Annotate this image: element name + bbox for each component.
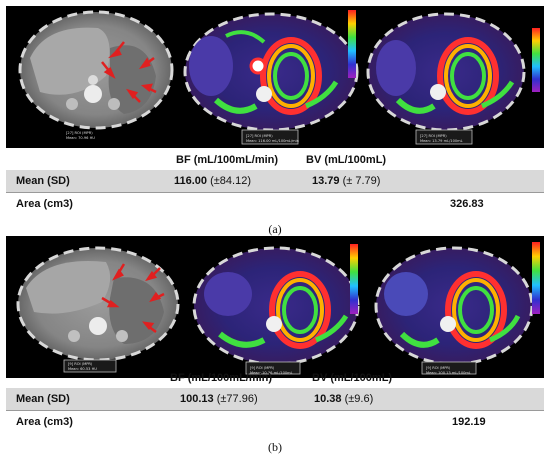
scan-strip: [27] ROI (MPR) Mean: 70.96 HU [27] ROI (MP…	[6, 6, 544, 148]
bf-header: BF (mL/100mL/min)	[176, 154, 279, 166]
roi-label: [9] ROI (MPR)	[68, 362, 93, 366]
roi-label: [27] ROI (MPR)	[246, 134, 273, 138]
caption-b: (b)	[268, 440, 282, 454]
scan-strip: [9] ROI (MPR) Mean: 60.53 HU [9] ROI (MPR)…	[6, 236, 544, 378]
roi-label: [9] ROI (MPR)	[250, 366, 275, 370]
roi-value: Mean: 10.36 mL/100mL	[250, 371, 293, 375]
bv-header: BV (mL/100mL)	[312, 372, 393, 384]
mean-row: Mean (SD) 116.00 (±84.12) 13.79 (± 7.79)	[6, 170, 544, 192]
bf-mean-value: 116.00 (±84.12)	[174, 175, 251, 187]
mean-label: Mean (SD)	[16, 393, 70, 405]
color-scale-bar	[348, 10, 356, 78]
color-scale-bar	[532, 242, 540, 314]
roi-value: Mean: 70.96 HU	[66, 136, 95, 140]
area-label: Area (cm3)	[16, 416, 73, 428]
ct-slice-image	[18, 10, 174, 130]
roi-value: Mean: 100.13 mL/100mL	[426, 371, 471, 375]
mean-row: Mean (SD) 100.13 (±77.96) 10.38 (±9.6)	[6, 388, 544, 410]
color-scale-bar	[532, 28, 540, 92]
table-rule	[6, 410, 544, 411]
bf-header: BF (mL/100mL/min)	[170, 372, 273, 384]
ct-slice-image	[16, 246, 180, 373]
arrow-markers	[101, 263, 165, 333]
bf-mean-value: 100.13 (±77.96)	[180, 393, 258, 405]
bv-mean-value: 13.79 (± 7.79)	[312, 175, 381, 187]
color-scale-bar	[350, 244, 358, 314]
area-row: Area (cm3) 192.19	[6, 411, 544, 433]
roi-label: [9] ROI (MPR)	[426, 366, 451, 370]
area-row: Area (cm3) 326.83	[6, 193, 544, 215]
bf-map-image	[192, 244, 360, 375]
arrow-markers	[101, 41, 157, 103]
bv-map-image	[366, 12, 540, 145]
mean-label: Mean (SD)	[16, 175, 70, 187]
bv-header: BV (mL/100mL)	[306, 154, 387, 166]
roi-value: Mean: 60.53 HU	[68, 367, 97, 371]
perfusion-scan-images: [9] ROI (MPR)Mean: 60.53 HU [9] ROI (MPR)…	[16, 242, 540, 375]
roi-label: [27] ROI (MPR)	[420, 134, 447, 138]
perfusion-scan-images: [27] ROI (MPR)Mean: 70.96 HU [27] ROI (MP…	[18, 10, 540, 145]
roi-value: Mean: 116.00 mL/100mL/min	[246, 139, 299, 143]
bf-map-image	[183, 10, 359, 145]
bv-map-image	[374, 242, 540, 375]
bv-mean-value: 10.38 (±9.6)	[314, 393, 374, 405]
roi-label: [27] ROI (MPR)	[66, 131, 93, 135]
table-rule	[6, 192, 544, 193]
area-value: 326.83	[450, 198, 484, 210]
roi-value: Mean: 13.79 mL/100mL	[420, 139, 463, 143]
area-label: Area (cm3)	[16, 198, 73, 210]
area-value: 192.19	[452, 416, 486, 428]
caption-a: (a)	[268, 222, 282, 236]
